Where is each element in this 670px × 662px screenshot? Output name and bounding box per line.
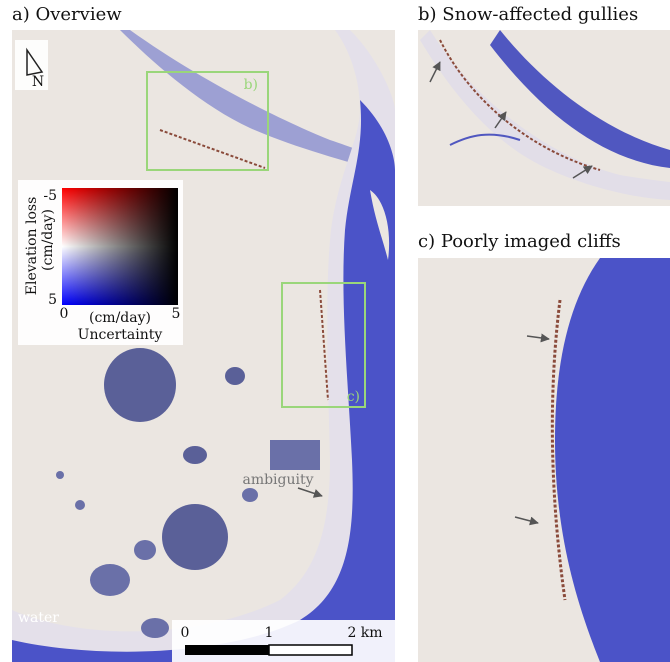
colorbar-y-tick: -5 xyxy=(43,188,57,204)
north-label: N xyxy=(32,74,44,90)
scalebar-segment xyxy=(185,645,269,655)
figure: a) Overview b) Snow-affected gullies c) … xyxy=(0,0,670,662)
gullies-image xyxy=(418,30,670,206)
inset-label: c) xyxy=(347,389,360,405)
colorbar-shade xyxy=(62,188,178,305)
colorbar-y-tick: 5 xyxy=(48,292,57,308)
colorbar-y-unit: (cm/day) xyxy=(40,209,56,271)
scalebar-tick: 1 xyxy=(265,625,274,641)
overview-image xyxy=(12,30,395,662)
water-label: water xyxy=(18,610,59,626)
scalebar-segment xyxy=(269,645,352,655)
colorbar-x-tick: 0 xyxy=(60,306,69,322)
colorbar-x-label: Uncertainty xyxy=(78,327,163,343)
scalebar-tick: 2 km xyxy=(347,625,382,641)
panel-title: b) Snow-affected gullies xyxy=(418,4,638,25)
scalebar-tick: 0 xyxy=(181,625,190,641)
colorbar-y-label: Elevation loss xyxy=(24,197,40,296)
cliffs-image xyxy=(418,258,670,662)
panel-title: c) Poorly imaged cliffs xyxy=(418,231,621,252)
colorbar-x-unit: (cm/day) xyxy=(89,310,151,326)
annotation: ambiguity xyxy=(242,472,313,488)
colorbar-x-tick: 5 xyxy=(172,306,181,322)
inset-label: b) xyxy=(244,77,258,93)
panel-title: a) Overview xyxy=(12,4,122,25)
